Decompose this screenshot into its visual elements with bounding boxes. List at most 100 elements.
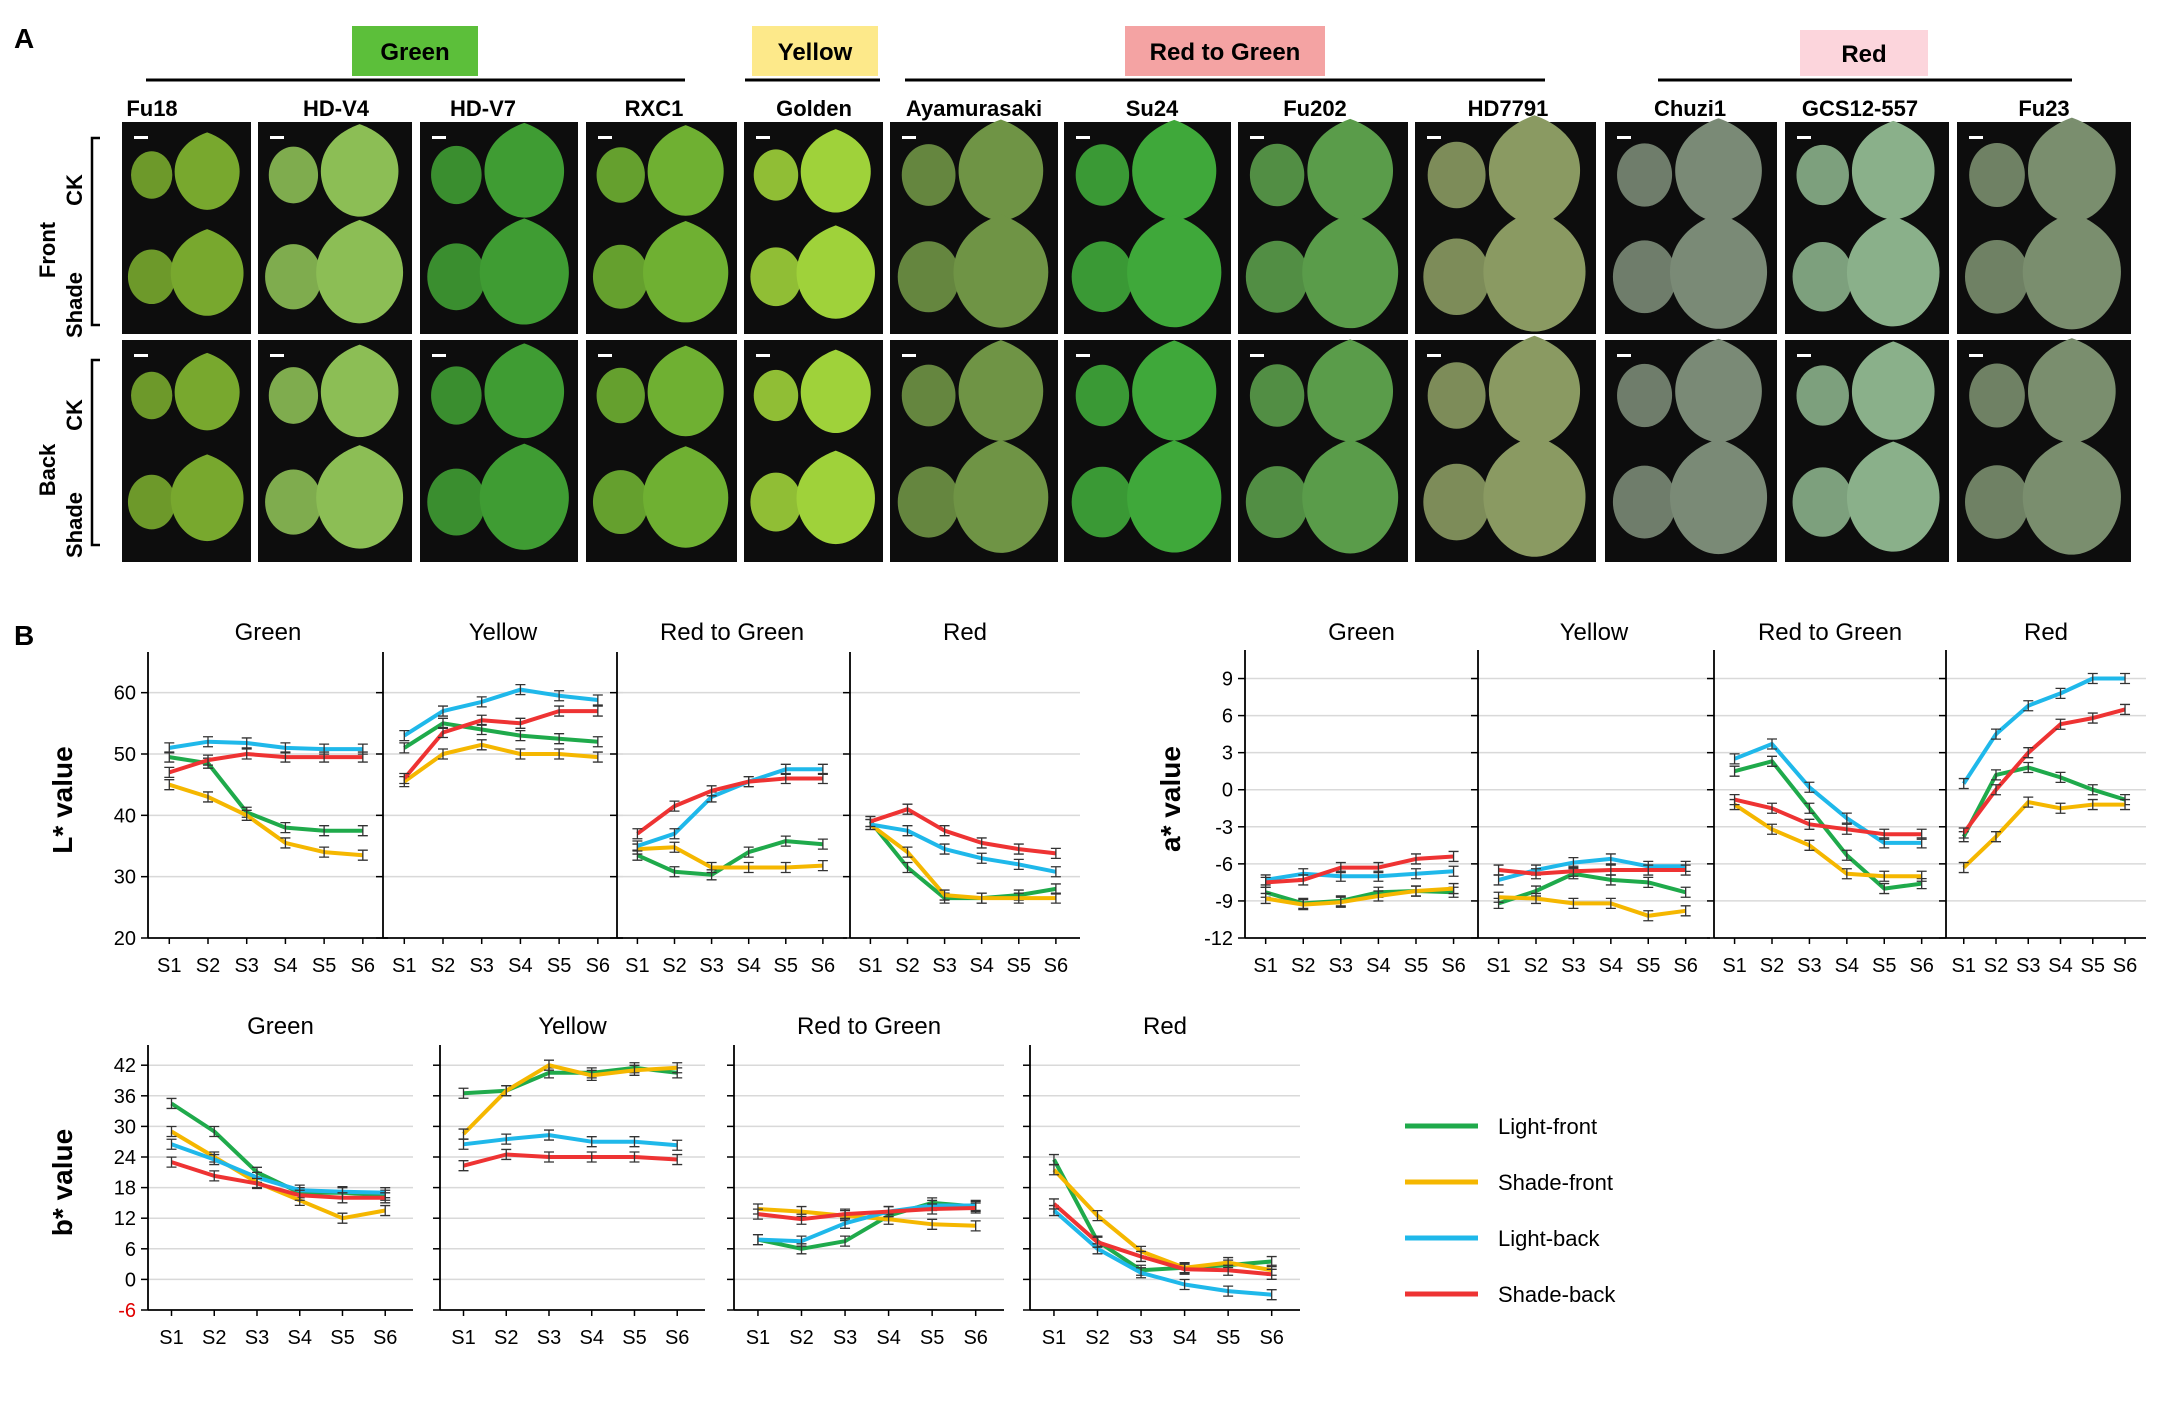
- variety-label: Fu202: [1283, 96, 1347, 121]
- error-bar: [1266, 1289, 1277, 1301]
- x-tick-label: S5: [330, 1327, 354, 1349]
- subplot-green: Green -12 -9 -6 -3 0 3 6 9 S1 S2 S3 S4 S5 S6: [1204, 619, 1478, 977]
- leaf-large: [479, 218, 569, 325]
- subplot-title: Red: [2024, 619, 2068, 646]
- error-bar: [1767, 738, 1777, 750]
- error-bar: [1136, 1250, 1147, 1263]
- subplot-title: Green: [247, 1013, 314, 1040]
- error-bar: [1048, 1164, 1059, 1176]
- subplot-green: Green 20 30 40 50 60 S1 S2 S3 S4 S5 S6: [114, 619, 388, 977]
- error-bar: [1335, 896, 1346, 908]
- x-tick-label: S1: [1253, 955, 1277, 977]
- x-tick-label: S5: [1872, 955, 1896, 977]
- error-bar: [1841, 868, 1852, 880]
- leaf-large: [1669, 438, 1768, 555]
- variety-column-chuzi1: Chuzi1: [1605, 96, 1777, 562]
- error-bar: [399, 729, 410, 742]
- error-bar: [1373, 890, 1384, 902]
- group-header-red-to-green: Red to Green: [905, 26, 1545, 82]
- x-tick-label: S1: [1952, 955, 1976, 977]
- x-tick-label: S6: [1044, 955, 1068, 977]
- error-bar: [294, 1189, 305, 1201]
- error-bar: [1013, 858, 1024, 871]
- y-tick-label: 18: [114, 1178, 136, 1200]
- error-bar: [939, 843, 950, 855]
- error-bar: [629, 1064, 640, 1076]
- leaf-small: [427, 243, 486, 311]
- x-tick-label: S3: [469, 955, 493, 977]
- leaf-small: [592, 470, 649, 535]
- legend-item-light-front: Light-front: [1405, 1114, 1597, 1139]
- group-header-yellow: Yellow: [745, 26, 880, 82]
- scale-bar: [598, 136, 612, 139]
- error-bar: [1605, 864, 1616, 876]
- error-bar: [1958, 827, 1969, 839]
- x-tick-label: S2: [1760, 955, 1784, 977]
- error-bar: [780, 772, 791, 785]
- series-line-shade-back: [170, 1160, 386, 1200]
- series-line-shade-back: [402, 709, 598, 780]
- leaf-small: [1245, 240, 1309, 313]
- scale-bar: [902, 136, 916, 139]
- error-bar: [501, 1148, 512, 1161]
- series-line-light-back: [463, 1133, 678, 1148]
- leaf-large: [174, 132, 240, 210]
- error-bar: [865, 815, 876, 828]
- error-bar: [1298, 898, 1309, 911]
- scale-bar: [1427, 136, 1441, 139]
- error-bar: [515, 683, 526, 696]
- series-line-light-back: [757, 1203, 976, 1244]
- chart-row-b-star: b* value Green -6 0 6 12 18 24 30 36 42 S1 S2 S3 S4 S5 S…: [47, 1013, 1300, 1349]
- leaf-large: [800, 129, 871, 213]
- error-bar: [743, 861, 754, 874]
- subplot-title: Red to Green: [1758, 619, 1902, 646]
- scale-bar: [432, 136, 446, 139]
- leaf-large: [1132, 340, 1217, 441]
- error-bar: [1804, 839, 1815, 851]
- error-bar: [1916, 828, 1927, 840]
- x-tick-label: S4: [273, 955, 297, 977]
- x-tick-label: S2: [494, 1327, 518, 1349]
- error-bar: [927, 1203, 938, 1215]
- subplot-title: Red: [943, 619, 987, 646]
- series-line-light-back: [636, 767, 823, 848]
- x-tick-label: S3: [2016, 955, 2040, 977]
- error-bar: [476, 739, 487, 751]
- leaf-large: [320, 124, 399, 217]
- scale-bar: [1969, 136, 1983, 139]
- variety-column-gcs12-557: GCS12-557: [1785, 96, 1949, 562]
- error-bar: [501, 1133, 512, 1145]
- scale-bar: [432, 354, 446, 357]
- y-tick-label: 20: [114, 928, 136, 950]
- series-line-light-front: [1961, 765, 2126, 838]
- x-tick-label: S4: [508, 955, 532, 977]
- bracket-front: [90, 136, 100, 327]
- x-tick-label: S2: [1085, 1327, 1109, 1349]
- error-bar: [976, 892, 987, 904]
- error-bar: [1266, 1268, 1277, 1280]
- error-bar: [209, 1170, 220, 1182]
- subplot-title: Red to Green: [660, 619, 804, 646]
- x-tick-label: S2: [202, 1327, 226, 1349]
- series-line-shade-back: [462, 1152, 678, 1168]
- x-tick-label: S6: [811, 955, 835, 977]
- x-tick-label: S2: [1524, 955, 1548, 977]
- subplot-red: Red S1 S2 S3 S4 S5 S6: [1939, 619, 2146, 977]
- error-bar: [1493, 864, 1504, 876]
- error-bar: [399, 742, 410, 754]
- leaf-large: [170, 229, 244, 316]
- error-bar: [1879, 882, 1890, 895]
- x-tick-label: S6: [963, 1327, 987, 1349]
- error-bar: [629, 1151, 640, 1163]
- leaf-small: [1423, 238, 1490, 316]
- error-bar: [1013, 843, 1024, 855]
- leaf-small: [1249, 143, 1305, 207]
- x-tick-label: S6: [1909, 955, 1933, 977]
- error-bar: [1568, 865, 1579, 877]
- leaf-small: [131, 151, 173, 199]
- error-bar: [319, 751, 330, 763]
- error-bar: [1841, 849, 1852, 861]
- leaf-large: [1675, 118, 1762, 222]
- error-bar: [501, 1085, 512, 1097]
- error-bar: [2087, 672, 2098, 685]
